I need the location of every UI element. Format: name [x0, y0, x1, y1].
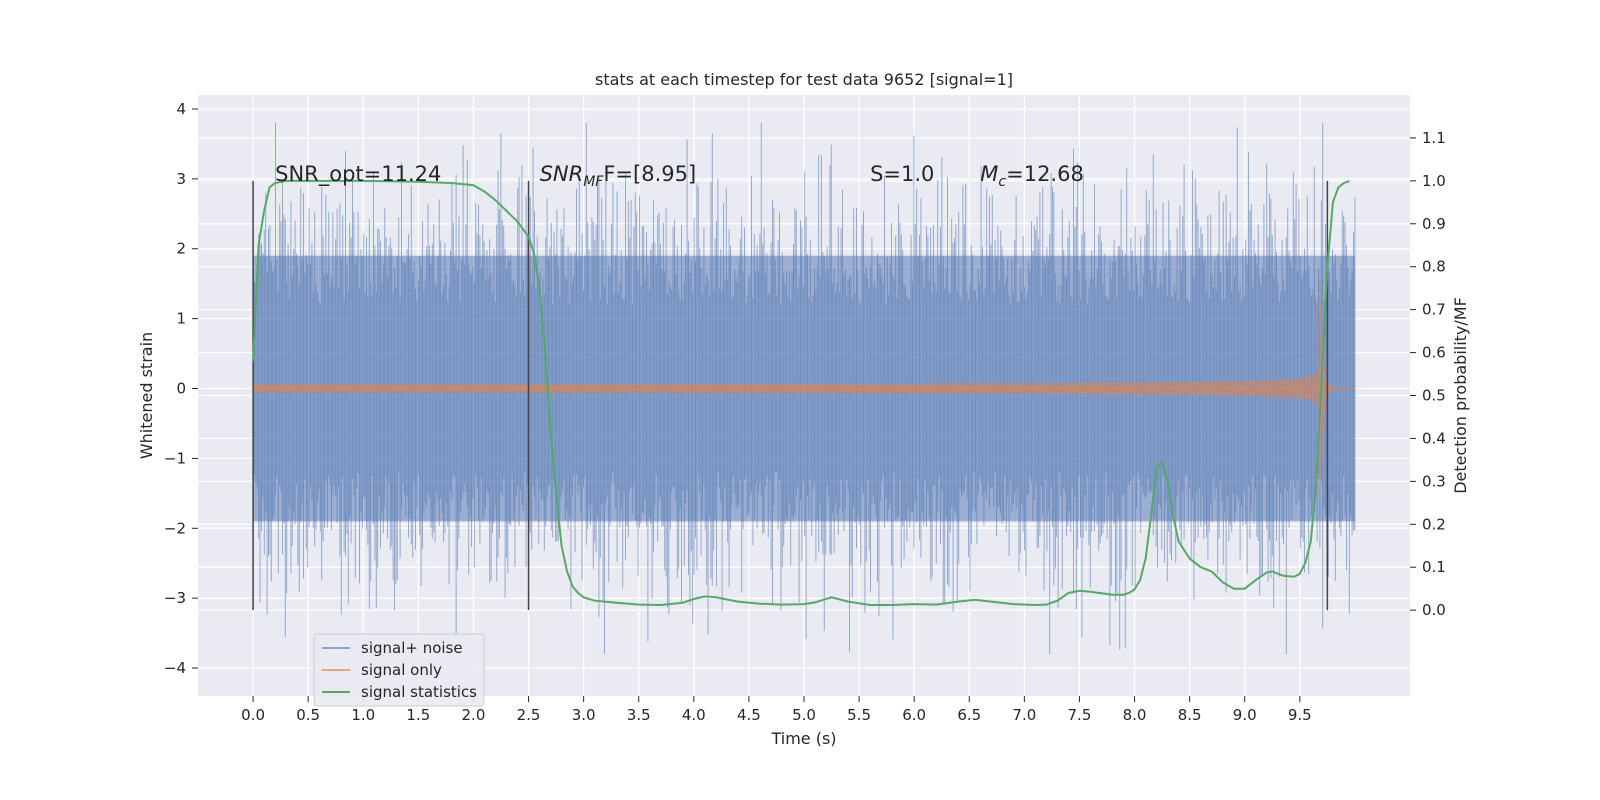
legend-box — [313, 633, 485, 707]
annotation: S=1.0 — [870, 162, 934, 186]
y2-tick-label: 0.7 — [1422, 301, 1446, 319]
annotations: SNR_opt=11.24 SNRMFF=[8.95] S=1.0 Mc=12.68 — [275, 162, 1084, 190]
y-tick-label: −1 — [164, 449, 186, 467]
y2-axis-label: Detection probability/MF — [1451, 297, 1470, 494]
y-tick-label: −2 — [164, 519, 186, 537]
x-tick-label: 8.5 — [1178, 706, 1202, 724]
y-tick-label: 2 — [176, 240, 186, 258]
y-axis-label: Whitened strain — [137, 332, 156, 459]
y-tick-label: 4 — [176, 100, 186, 118]
x-tick-label: 4.0 — [682, 706, 706, 724]
x-tick-label: 8.0 — [1123, 706, 1147, 724]
y2-tick-label: 0.3 — [1422, 472, 1446, 490]
series-signal-only — [252, 276, 1355, 501]
y2-tick-label: 1.0 — [1422, 172, 1446, 190]
x-tick-label: 9.5 — [1288, 706, 1312, 724]
x-tick-label: 1.0 — [351, 706, 375, 724]
y-tick-label: −3 — [164, 589, 186, 607]
x-tick-label: 6.0 — [902, 706, 926, 724]
annotation: SNRMFF=[8.95] — [540, 162, 697, 190]
x-tick-label: 7.0 — [1012, 706, 1036, 724]
x-tick-label: 3.5 — [627, 706, 651, 724]
legend-label: signal+ noise — [361, 639, 463, 657]
y2-tick-label: 0.8 — [1422, 258, 1446, 276]
y2-tick-label: 0.9 — [1422, 215, 1446, 233]
x-tick-label: 4.5 — [737, 706, 761, 724]
x-axis-label: Time (s) — [770, 729, 836, 748]
stats-line — [252, 179, 1350, 607]
series-signal-statistics — [252, 179, 1350, 607]
x-tick-label: 9.0 — [1233, 706, 1257, 724]
y2-tick-label: 0.4 — [1422, 429, 1446, 447]
axes: 0.0 0.5 1.0 1.5 2.0 2.5 3.0 3.5 4.0 4.5 5.0 5.5 6.0 6… — [164, 100, 1446, 724]
x-tick-label: 2.0 — [462, 706, 486, 724]
x-tick-label: 0.5 — [296, 706, 320, 724]
x-tick-label: 6.5 — [957, 706, 981, 724]
x-tick-label: 5.0 — [792, 706, 816, 724]
y2-tick-label: 0.6 — [1422, 344, 1446, 362]
y2-tick-label: 0.1 — [1422, 558, 1446, 576]
legend: signal+ noise signal only signal statistic… — [313, 633, 485, 707]
y-tick-label: 0 — [176, 380, 186, 398]
y2-tick-label: 1.1 — [1422, 129, 1446, 147]
y-tick-label: 1 — [176, 310, 186, 328]
y2-tick-label: 0.5 — [1422, 387, 1446, 405]
x-tick-label: 1.5 — [406, 706, 430, 724]
annotation: SNR_opt=11.24 — [275, 162, 441, 187]
chart-title: stats at each timestep for test data 965… — [595, 70, 1013, 89]
y-tick-label: 3 — [176, 170, 186, 188]
y-tick-label: −4 — [164, 659, 186, 677]
x-tick-label: 0.0 — [241, 706, 265, 724]
x-tick-label: 3.0 — [572, 706, 596, 724]
y2-tick-label: 0.0 — [1422, 601, 1446, 619]
annotation: Mc=12.68 — [980, 162, 1084, 190]
legend-label: signal only — [361, 661, 442, 679]
legend-label: signal statistics — [361, 683, 477, 701]
x-tick-label: 2.5 — [517, 706, 541, 724]
vertical-markers — [252, 180, 1329, 611]
x-tick-label: 5.5 — [847, 706, 871, 724]
x-tick-label: 7.5 — [1068, 706, 1092, 724]
y2-tick-label: 0.2 — [1422, 515, 1446, 533]
